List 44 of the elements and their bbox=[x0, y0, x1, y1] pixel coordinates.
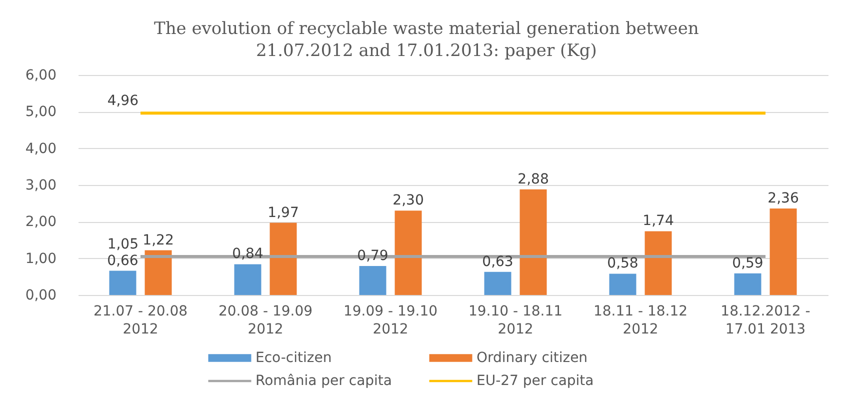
x-tick-label: 19.09 - 19.10 2012 bbox=[343, 304, 438, 338]
bar bbox=[770, 208, 797, 295]
y-tick-label: 3,00 bbox=[25, 178, 56, 194]
data-label: 0,63 bbox=[482, 254, 514, 270]
data-label: 0,84 bbox=[232, 246, 264, 262]
bar bbox=[734, 273, 762, 295]
data-label: 2,36 bbox=[768, 190, 799, 206]
legend-label: Ordinary citizen bbox=[476, 350, 588, 366]
bar bbox=[394, 210, 422, 295]
y-tick-label: 2,00 bbox=[25, 214, 56, 230]
y-tick-label: 1,00 bbox=[25, 250, 56, 267]
y-tick-label: 5,00 bbox=[25, 104, 56, 120]
legend-label: Eco-citizen bbox=[256, 350, 332, 366]
bar bbox=[270, 222, 297, 295]
y-tick-label: 6,00 bbox=[25, 68, 56, 84]
x-tick-label: 19.10 - 18.11 2012 bbox=[468, 304, 563, 338]
x-tick-label: 21.07 - 20.08 2012 bbox=[93, 304, 188, 338]
data-label: 0,79 bbox=[357, 248, 388, 264]
bar bbox=[484, 272, 512, 295]
data-label: 0,58 bbox=[607, 256, 638, 272]
x-tick-label: 20.08 - 19.09 2012 bbox=[218, 304, 313, 338]
bar bbox=[359, 266, 386, 295]
data-label: 0,59 bbox=[732, 255, 764, 272]
legend-label: EU-27 per capita bbox=[476, 373, 594, 389]
bar bbox=[109, 270, 136, 295]
data-label: 1,22 bbox=[142, 232, 174, 248]
chart-title: The evolution of recyclable waste material generation between 21.07.2012 and 17.01.2013: paper (Kg) bbox=[154, 19, 699, 61]
bar bbox=[144, 250, 172, 295]
data-label: 1,74 bbox=[642, 213, 674, 230]
bar bbox=[234, 264, 262, 295]
bar bbox=[520, 189, 547, 295]
bar bbox=[609, 274, 636, 295]
data-label: 0,66 bbox=[107, 252, 138, 269]
y-tick-label: 4,00 bbox=[25, 140, 56, 157]
bar bbox=[644, 231, 672, 295]
data-label: 4,96 bbox=[107, 93, 139, 110]
data-label: 1,97 bbox=[268, 204, 299, 221]
legend-label: România per capita bbox=[256, 373, 392, 389]
x-tick-label: 18.12.2012 - 17.01 2013 bbox=[720, 304, 810, 338]
x-tick-label: 18.11 - 18.12 2012 bbox=[593, 304, 688, 338]
y-tick-label: 0,00 bbox=[25, 288, 56, 304]
data-label: 2,88 bbox=[518, 171, 549, 188]
data-label: 1,05 bbox=[107, 236, 138, 252]
data-label: 2,30 bbox=[392, 192, 424, 209]
